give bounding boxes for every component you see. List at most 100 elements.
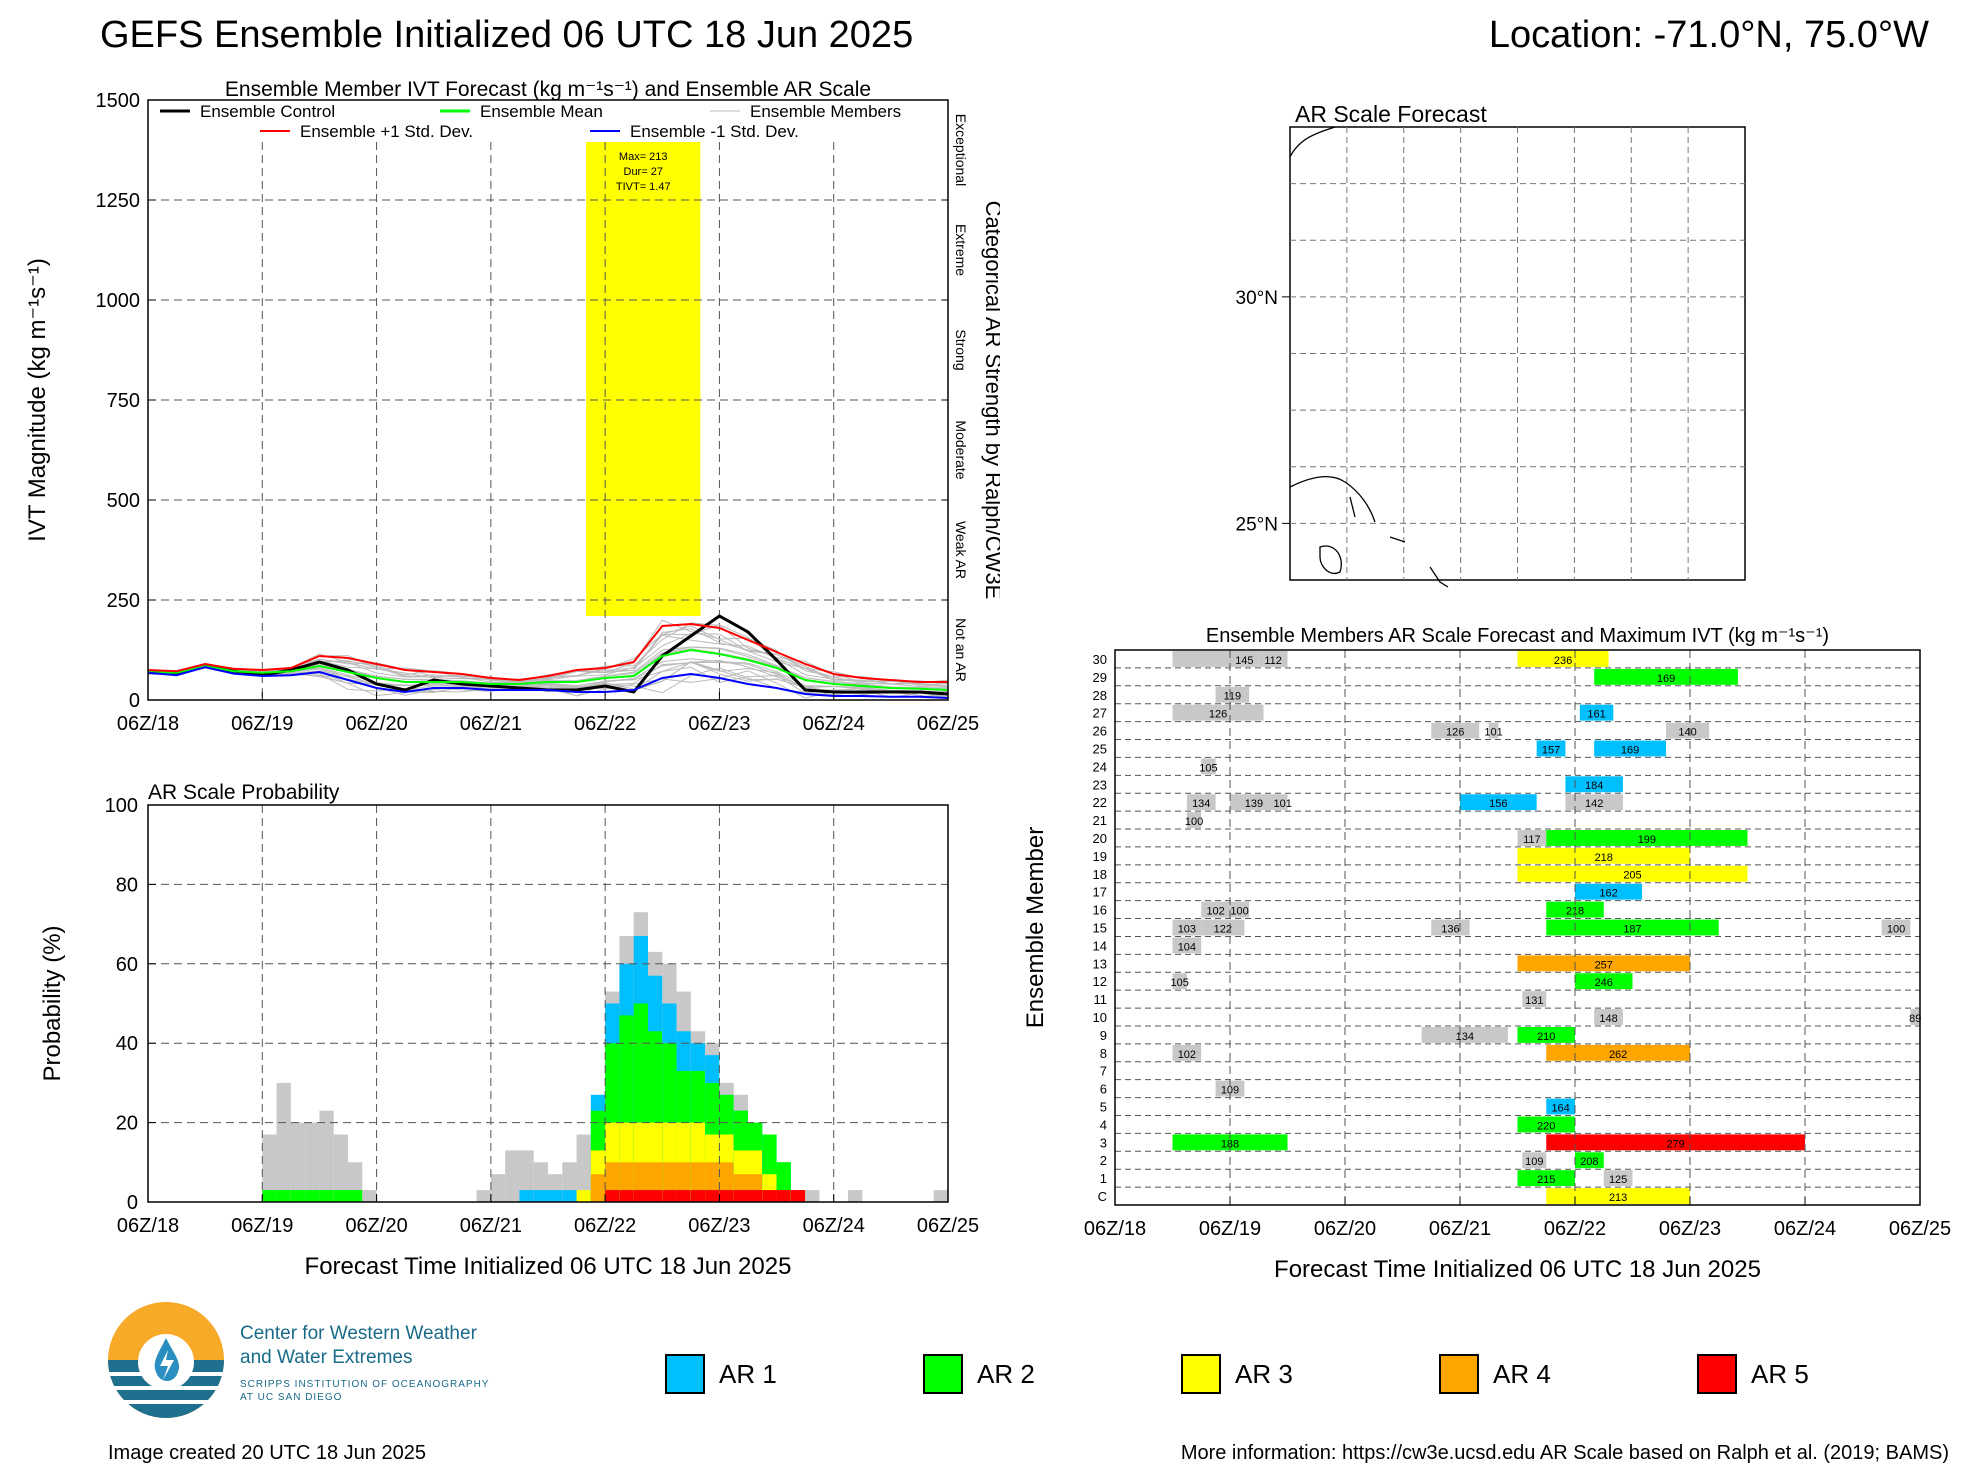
ar-duration-box-bottom — [586, 600, 701, 616]
prob-bar-total — [805, 1190, 820, 1202]
x-tick-label: 06Z/23 — [1659, 1218, 1721, 1240]
prob-bar-ar5 — [633, 1190, 648, 1202]
prob-bar-total — [305, 1122, 320, 1202]
member-segment — [1594, 1009, 1623, 1025]
member-segment — [1186, 812, 1202, 829]
prob-bar-total — [933, 1190, 948, 1202]
member-segment-label: 187 — [1623, 923, 1641, 935]
prob-bar-ar5 — [762, 1190, 777, 1202]
x-tick-label: 06Z/22 — [574, 713, 636, 735]
member-segment — [1565, 776, 1623, 793]
member-segment — [1230, 794, 1278, 811]
ar-legend: AR 1 AR 2 AR 3 AR 4 AR 5 — [665, 1354, 1965, 1400]
x-tick-label: 06Z/25 — [917, 713, 979, 735]
x-tick-label: 06Z/25 — [1889, 1218, 1951, 1240]
member-segment-label: 105 — [1171, 977, 1189, 989]
member-segment — [1172, 919, 1202, 936]
x-tick-label: 06Z/20 — [345, 713, 407, 735]
member-segment-label: 134 — [1192, 798, 1210, 810]
member-row-label: 9 — [1100, 1028, 1107, 1043]
member-row-label: 17 — [1093, 885, 1107, 900]
member-row-label: 22 — [1093, 795, 1107, 810]
ar-legend-item: AR 2 — [923, 1354, 1035, 1394]
member-segment — [1230, 651, 1259, 667]
member-segment-label: 102 — [1178, 1049, 1196, 1061]
member-segment — [1546, 1134, 1805, 1151]
member-segment — [1201, 919, 1245, 936]
member-row-label: 14 — [1093, 938, 1107, 953]
prob-bar-total — [848, 1190, 863, 1202]
ar-legend-item: AR 4 — [1439, 1354, 1551, 1394]
member-segment-label: 109 — [1525, 1156, 1543, 1168]
member-segment-label: 100 — [1185, 816, 1203, 828]
prob-bar-ar5 — [662, 1190, 677, 1202]
prob-bar-total — [319, 1110, 334, 1202]
member-segment-label: 208 — [1580, 1156, 1598, 1168]
prob-bar-total — [519, 1150, 534, 1202]
member-row-label: 8 — [1100, 1046, 1107, 1061]
member-segment-label: 105 — [1199, 762, 1217, 774]
member-segment-label: 112 — [1264, 655, 1282, 667]
ivt-chart: Max= 213 Dur= 27 TIVT= 1.47 Exceptional Extr… — [24, 78, 1000, 735]
member-segment — [1666, 722, 1710, 739]
legend-label: Ensemble -1 Std. Dev. — [630, 122, 799, 141]
ar-box-label: Max= 213 — [619, 151, 668, 163]
member-segment-label: 145 — [1235, 655, 1253, 667]
ar-box-label: TIVT= 1.47 — [616, 181, 671, 193]
member-segment — [1594, 740, 1667, 757]
island-outline — [1389, 536, 1449, 588]
member-segment — [1546, 901, 1604, 918]
member-row-label: 28 — [1093, 688, 1107, 703]
y-tick-label: 0 — [129, 690, 140, 712]
member-segment — [1172, 651, 1230, 667]
member-row-label: 1 — [1100, 1171, 1107, 1186]
ar-legend-swatch — [1439, 1354, 1479, 1394]
prob-bar-total — [476, 1190, 491, 1202]
logo-line1: Center for Western Weather — [240, 1323, 477, 1344]
ar-legend-label: AR 2 — [977, 1358, 1035, 1389]
category-label: Weak AR — [953, 521, 969, 579]
member-row-label: 23 — [1093, 777, 1107, 792]
category-label: Strong — [953, 329, 969, 370]
x-tick-label: 06Z/25 — [917, 1215, 979, 1237]
prob-bar-total — [333, 1134, 348, 1202]
member-segment-label: 169 — [1621, 744, 1639, 756]
member-segment — [1522, 1152, 1547, 1169]
prob-bar-ar2 — [333, 1190, 348, 1202]
member-row-label: 19 — [1093, 849, 1107, 864]
y-tick-label: 40 — [116, 1033, 138, 1055]
member-segment-label: 119 — [1224, 691, 1242, 703]
member-segment — [1186, 794, 1216, 811]
ar-box-label: Dur= 27 — [624, 166, 663, 178]
prob-bar-ar2 — [348, 1190, 363, 1202]
x-tick-label: 06Z/24 — [803, 713, 865, 735]
member-segment — [1215, 686, 1250, 703]
member-segment — [1172, 1134, 1288, 1151]
member-segment-label: 218 — [1595, 852, 1613, 864]
member-segment-label: 213 — [1609, 1192, 1627, 1204]
member-segment-label: 131 — [1525, 995, 1543, 1007]
y-axis-label: Probability (%) — [39, 925, 66, 1081]
legend-label: Ensemble Control — [200, 102, 335, 121]
member-segment — [1421, 1026, 1508, 1043]
prob-bar-ar2 — [262, 1190, 277, 1202]
y-tick-label: 1000 — [96, 290, 141, 312]
prob-bar-ar4 — [590, 1174, 606, 1202]
member-segment-label: 126 — [1446, 727, 1464, 739]
series-line — [147, 666, 949, 699]
x-tick-label: 06Z/23 — [688, 1215, 750, 1237]
prob-bar-ar5 — [648, 1190, 663, 1202]
member-segment-label: 246 — [1595, 977, 1613, 989]
ar-legend-swatch — [923, 1354, 963, 1394]
prob-bar-ar5 — [790, 1190, 806, 1202]
prob-bar-total — [276, 1082, 291, 1202]
member-segment-label: 101 — [1274, 798, 1292, 810]
member-segment — [1522, 991, 1547, 1008]
member-segment — [1603, 1170, 1633, 1187]
member-segment — [1546, 1188, 1690, 1204]
member-segment — [1517, 847, 1690, 864]
member-row-label: 12 — [1093, 974, 1107, 989]
member-segment-label: 205 — [1623, 870, 1641, 882]
x-tick-label: 06Z/20 — [345, 1215, 407, 1237]
probability-chart: 0 20 40 60 80 100 06Z/18 06Z/19 06Z/20 06Z/21 06Z/… — [39, 781, 979, 1280]
